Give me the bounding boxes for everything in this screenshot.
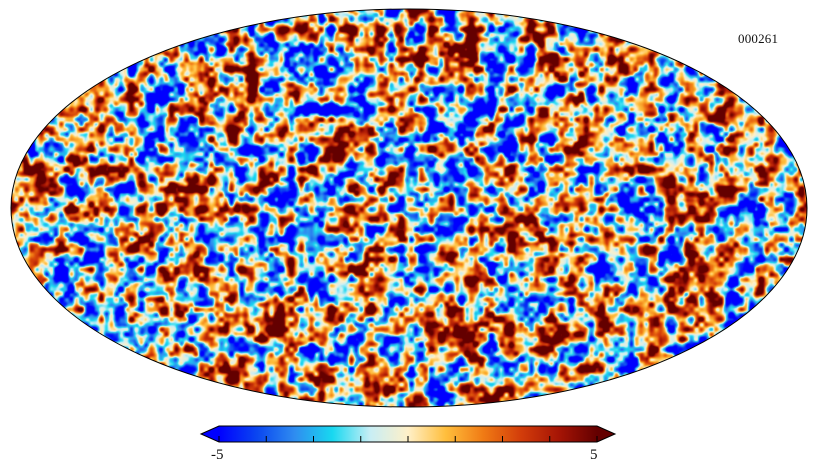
temperature-field — [11, 9, 807, 407]
map-outline — [10, 8, 808, 408]
colorbar-max-extend-arrow — [597, 426, 615, 442]
colorbar-ticks — [218, 436, 598, 442]
colorbar — [199, 425, 617, 443]
colorbar-min-label: -5 — [211, 447, 224, 463]
colorbar-min-extend-arrow — [201, 426, 219, 442]
map-id-label: 000261 — [738, 31, 779, 46]
colorbar-max-label: 5 — [590, 447, 598, 463]
